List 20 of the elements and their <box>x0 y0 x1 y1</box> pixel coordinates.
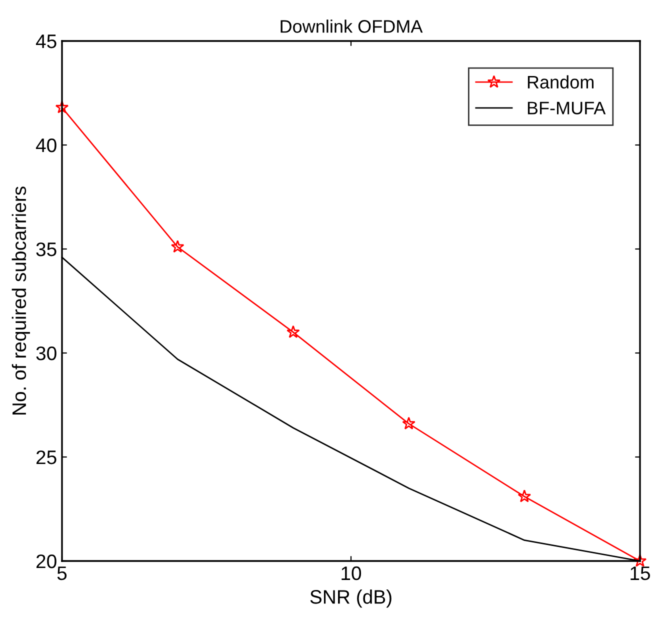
y-tick-label: 30 <box>36 346 56 360</box>
legend-label: BF-MUFA <box>528 102 606 114</box>
y-tick-label: 35 <box>36 242 56 256</box>
y-axis-title: No. of required subcarriers <box>12 186 30 414</box>
x-tick-label: 15 <box>630 566 650 580</box>
legend-label: Random <box>528 75 594 89</box>
y-tick-label: 45 <box>36 34 56 48</box>
point <box>402 416 416 430</box>
point <box>55 100 69 114</box>
point <box>286 325 300 338</box>
point <box>170 240 184 253</box>
chart-title: Downlink OFDMA <box>280 20 423 33</box>
y-tick-label: 25 <box>36 450 56 464</box>
y-tick-label: 20 <box>36 554 56 568</box>
x-axis-title: SNR (dB) <box>310 590 392 608</box>
point <box>518 490 532 502</box>
x-tick-label: 5 <box>57 566 67 580</box>
point <box>633 554 647 567</box>
y-tick-label: 40 <box>36 138 56 152</box>
x-tick-label: 10 <box>342 566 362 580</box>
